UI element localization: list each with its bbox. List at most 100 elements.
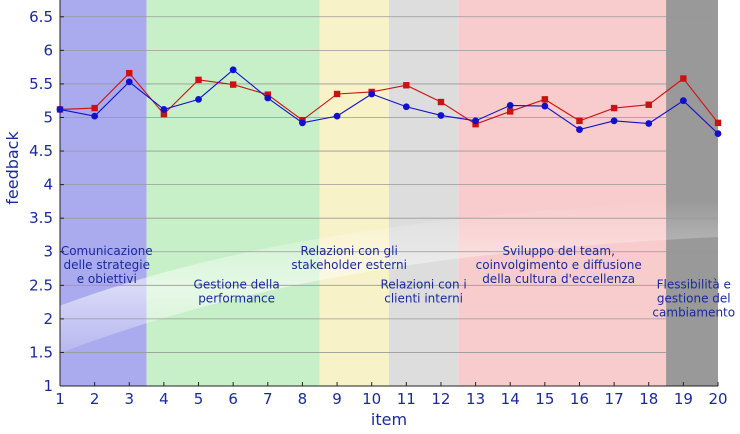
series-1-point [229, 81, 237, 88]
y-axis-title: feedback [3, 131, 22, 205]
region-background-5 [458, 0, 667, 386]
y-tick-label: 6 [43, 41, 53, 59]
series-2-point [472, 117, 479, 125]
x-tick-label: 17 [605, 390, 624, 408]
series-2-point [160, 106, 168, 113]
x-tick-label: 14 [501, 390, 520, 408]
series-2-point [195, 95, 202, 103]
x-tick-label: 1 [55, 390, 65, 408]
series-2-point [645, 120, 653, 127]
x-tick-label: 18 [639, 390, 658, 408]
series-line-1 [59, 72, 719, 125]
series-2-point [229, 66, 237, 74]
series-2-point [714, 130, 722, 137]
x-tick-label: 7 [263, 390, 273, 408]
x-tick-label: 20 [708, 390, 727, 408]
region-backgrounds [60, 0, 718, 386]
series-2-point [437, 112, 445, 119]
region-background-2 [146, 0, 320, 386]
series-1-point [91, 104, 98, 112]
series-1-point [645, 101, 652, 108]
region-label-line: Gestione della [194, 278, 280, 292]
horizontal-gridlines [60, 16, 718, 387]
x-tick-label: 15 [535, 390, 554, 408]
y-tick-label: 2.5 [29, 276, 53, 294]
x-tick-label: 9 [332, 390, 342, 408]
y-tick-label: 1.5 [29, 343, 53, 361]
series-1-point [541, 96, 549, 103]
y-tick-label: 5.5 [29, 75, 53, 93]
series-1-point [126, 69, 133, 77]
series-2-point [610, 117, 618, 125]
region-label-2: Gestione della performance [194, 278, 280, 306]
region-label-line: clienti interni [384, 292, 463, 306]
x-tick-label: 2 [90, 390, 100, 408]
region-background-3 [319, 0, 389, 386]
x-tick-label: 3 [124, 390, 134, 408]
series-line-2 [59, 69, 719, 134]
region-label-line: delle strategie [63, 258, 150, 272]
series-1-point [714, 119, 722, 127]
x-tick-label: 13 [466, 390, 485, 408]
region-label-line: Comunicazione [61, 244, 153, 258]
x-tick-label: 19 [674, 390, 693, 408]
series-1-point [437, 98, 445, 106]
series-1-point [576, 117, 583, 125]
region-background-6 [666, 0, 718, 386]
series-1-point [680, 75, 687, 82]
x-tick-label: 4 [159, 390, 169, 408]
series-1-point [610, 104, 618, 112]
region-label-line: Sviluppo del team, [502, 244, 614, 258]
y-tick-label: 4.5 [29, 142, 53, 160]
series-2-point [333, 112, 341, 120]
series-2-point [56, 106, 64, 113]
x-tick-label: 6 [228, 390, 238, 408]
series [56, 66, 722, 137]
x-tick-label: 12 [431, 390, 450, 408]
series-2-point [679, 97, 687, 105]
x-tick-label: 11 [397, 390, 416, 408]
series-2-point [91, 112, 99, 120]
series-1-point [403, 82, 410, 89]
series-2-point [299, 119, 306, 127]
region-label-4: Relazioni con i clienti interni [380, 278, 466, 306]
region-label-6: Flessibilità e gestione del cambiamento [652, 278, 735, 320]
y-tick-label: 4 [43, 176, 53, 194]
y-tick-label: 5 [43, 108, 53, 126]
x-axis-title: item [371, 410, 407, 429]
series-2-point [368, 90, 376, 98]
series-1-point [160, 110, 168, 118]
series-2-point [402, 103, 410, 111]
series-2-point [576, 126, 583, 133]
series-1-point [195, 76, 202, 84]
region-label-line: cambiamento [652, 306, 735, 320]
series-2-point [506, 101, 514, 109]
region-labels: Comunicazione delle strategie e obiettivi G… [61, 244, 735, 320]
series-1-point [333, 90, 341, 98]
region-label-line: gestione del [657, 292, 731, 306]
region-label-line: stakeholder esterni [291, 258, 407, 272]
region-label-line: coinvolgimento e diffusione [476, 258, 642, 272]
region-label-line: della cultura d'eccellenza [482, 272, 635, 286]
region-label-line: Flessibilità e [657, 278, 731, 292]
y-tick-label: 3 [43, 243, 53, 261]
axes: 11.522.533.544.555.566.51 2 3 4 5 6 7 8 9 10 11 12 1… [29, 0, 728, 408]
x-tick-label: 5 [194, 390, 204, 408]
y-tick-label: 6.5 [29, 8, 53, 26]
y-tick-label: 3.5 [29, 209, 53, 227]
x-tick-label: 10 [362, 390, 381, 408]
region-label-line: Relazioni con gli [301, 244, 398, 258]
series-1-point [507, 108, 514, 115]
region-label-line: Relazioni con i [380, 278, 466, 292]
series-2-point [264, 94, 272, 102]
series-2-point [541, 102, 549, 110]
background-swoosh [0, 200, 740, 378]
region-label-3: Relazioni con gli stakeholder esterni [291, 244, 407, 272]
x-tick-label: 8 [298, 390, 308, 408]
y-tick-label: 1 [43, 377, 53, 395]
region-label-line: performance [198, 292, 275, 306]
series-2-point [125, 78, 133, 86]
x-tick-label: 16 [570, 390, 589, 408]
y-tick-label: 2 [43, 310, 53, 328]
